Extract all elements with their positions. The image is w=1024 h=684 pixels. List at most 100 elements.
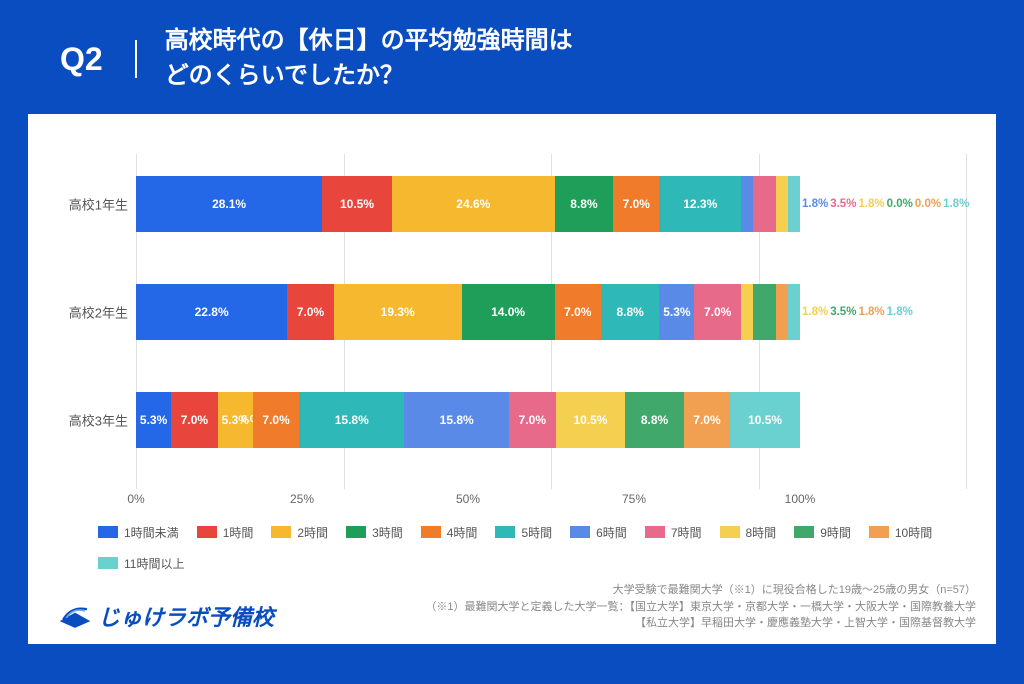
legend-swatch bbox=[271, 526, 291, 538]
y-axis-label: 高校2年生 bbox=[48, 302, 128, 321]
stacked-bar: 22.8%7.0%19.3%14.0%7.0%8.8%5.3%7.0%1.8%3… bbox=[136, 284, 800, 340]
legend-swatch bbox=[421, 526, 441, 538]
bar-segment: 22.8% bbox=[136, 284, 287, 340]
legend-swatch bbox=[645, 526, 665, 538]
bar-segment: 7.0% bbox=[555, 284, 601, 340]
bar-segment bbox=[741, 176, 753, 232]
legend-label: 2時間 bbox=[297, 524, 328, 541]
bar-segment: 10.5% bbox=[322, 176, 392, 232]
stacked-bar: 28.1%10.5%24.6%8.8%7.0%12.3%1.8%3.5%1.8%… bbox=[136, 176, 800, 232]
bar-row: 高校3年生5.3%7.0%5.3%0.0%7.0%15.8%15.8%7.0%1… bbox=[136, 392, 966, 448]
legend-item: 7時間 bbox=[645, 524, 702, 541]
legend-label: 7時間 bbox=[671, 524, 702, 541]
bar-segment: 28.1% bbox=[136, 176, 322, 232]
bar-segment: 12.3% bbox=[659, 176, 741, 232]
chart-card: 高校1年生28.1%10.5%24.6%8.8%7.0%12.3%1.8%3.5… bbox=[28, 114, 996, 644]
legend: 1時間未満 1時間 2時間 3時間 4時間 5時間 6時間 7時間 8時間 9時間 10時間 11時間… bbox=[98, 524, 966, 572]
x-tick: 100% bbox=[785, 492, 816, 506]
legend-item: 11時間以上 bbox=[98, 555, 184, 572]
question-number: Q2 bbox=[60, 40, 137, 78]
stacked-bar: 5.3%7.0%5.3%0.0%7.0%15.8%15.8%7.0%10.5%8… bbox=[136, 392, 800, 448]
legend-swatch bbox=[720, 526, 740, 538]
legend-item: 4時間 bbox=[421, 524, 478, 541]
legend-item: 6時間 bbox=[570, 524, 627, 541]
header-bar: Q2 高校時代の【休日】の平均勉強時間は どのくらいでしたか？ bbox=[0, 0, 1024, 114]
note3: 【私立大学】早稲田大学・慶應義塾大学・上智大学・国際基督教大学 bbox=[425, 615, 976, 632]
y-axis-label: 高校1年生 bbox=[48, 194, 128, 213]
plot-area: 高校1年生28.1%10.5%24.6%8.8%7.0%12.3%1.8%3.5… bbox=[136, 154, 966, 489]
question-title: 高校時代の【休日】の平均勉強時間は どのくらいでしたか？ bbox=[137, 24, 573, 94]
x-tick: 50% bbox=[456, 492, 480, 506]
bar-segment: 8.8% bbox=[555, 176, 613, 232]
legend-label: 11時間以上 bbox=[124, 555, 184, 572]
legend-item: 1時間 bbox=[197, 524, 254, 541]
logo: じゅけラボ予備校 bbox=[58, 600, 274, 632]
logo-text: じゅけラボ予備校 bbox=[98, 600, 274, 632]
legend-swatch bbox=[495, 526, 515, 538]
bar-segment bbox=[788, 176, 800, 232]
logo-icon bbox=[58, 602, 92, 630]
footer: じゅけラボ予備校 大学受験で最難関大学（※1）に現役合格した19歳〜25歳の男女… bbox=[58, 582, 976, 632]
bar-segment bbox=[741, 284, 753, 340]
overflow-labels: 1.8%3.5%1.8%0.0%0.0%1.8% bbox=[800, 198, 969, 210]
note1: 大学受験で最難関大学（※1）に現役合格した19歳〜25歳の男女（n=57） bbox=[425, 582, 976, 599]
legend-item: 8時間 bbox=[720, 524, 777, 541]
bar-segment bbox=[776, 284, 788, 340]
legend-swatch bbox=[346, 526, 366, 538]
x-tick: 25% bbox=[290, 492, 314, 506]
bar-segment: 7.0% bbox=[171, 392, 217, 448]
note2: （※1）最難関大学と定義した大学一覧：【国立大学】東京大学・京都大学・一橋大学・… bbox=[425, 599, 976, 616]
legend-label: 6時間 bbox=[596, 524, 627, 541]
legend-swatch bbox=[98, 526, 118, 538]
bar-segment bbox=[776, 176, 788, 232]
bar-segment: 15.8% bbox=[299, 392, 404, 448]
y-axis-label: 高校3年生 bbox=[48, 410, 128, 429]
bar-segment: 24.6% bbox=[392, 176, 555, 232]
bar-segment: 8.8% bbox=[625, 392, 683, 448]
bar-segment: 8.8% bbox=[601, 284, 659, 340]
bar-segment bbox=[753, 176, 776, 232]
bar-segment bbox=[753, 284, 776, 340]
x-axis: 0%25%50%75%100% bbox=[136, 492, 966, 512]
title-line2: どのくらいでしたか？ bbox=[165, 59, 573, 94]
legend-label: 10時間 bbox=[895, 524, 932, 541]
legend-item: 2時間 bbox=[271, 524, 328, 541]
legend-label: 4時間 bbox=[447, 524, 478, 541]
bar-segment: 5.3% bbox=[136, 392, 171, 448]
title-line1: 高校時代の【休日】の平均勉強時間は bbox=[165, 24, 573, 59]
bar-segment: 10.5% bbox=[730, 392, 800, 448]
x-tick: 0% bbox=[127, 492, 144, 506]
bar-segment: 10.5% bbox=[556, 392, 626, 448]
bar-segment: 7.0% bbox=[613, 176, 659, 232]
legend-swatch bbox=[794, 526, 814, 538]
x-tick: 75% bbox=[622, 492, 646, 506]
overflow-labels: 1.8%3.5%1.8%1.8% bbox=[800, 306, 913, 318]
legend-label: 1時間 bbox=[223, 524, 254, 541]
legend-item: 10時間 bbox=[869, 524, 932, 541]
legend-swatch bbox=[98, 557, 118, 569]
legend-swatch bbox=[869, 526, 889, 538]
legend-item: 1時間未満 bbox=[98, 524, 179, 541]
bar-segment: 7.0% bbox=[684, 392, 730, 448]
bar-segment: 15.8% bbox=[404, 392, 509, 448]
bar-segment: 19.3% bbox=[334, 284, 462, 340]
legend-label: 8時間 bbox=[746, 524, 777, 541]
legend-swatch bbox=[570, 526, 590, 538]
legend-label: 1時間未満 bbox=[124, 524, 179, 541]
legend-item: 5時間 bbox=[495, 524, 552, 541]
bar-segment: 7.0% bbox=[287, 284, 333, 340]
bar-segment: 7.0% bbox=[509, 392, 555, 448]
bar-segment: 14.0% bbox=[462, 284, 555, 340]
bar-segment: 7.0% bbox=[253, 392, 299, 448]
bar-segment bbox=[788, 284, 800, 340]
legend-label: 3時間 bbox=[372, 524, 403, 541]
footer-notes: 大学受験で最難関大学（※1）に現役合格した19歳〜25歳の男女（n=57） （※… bbox=[425, 582, 976, 632]
bar-row: 高校2年生22.8%7.0%19.3%14.0%7.0%8.8%5.3%7.0%… bbox=[136, 284, 966, 340]
legend-swatch bbox=[197, 526, 217, 538]
legend-item: 3時間 bbox=[346, 524, 403, 541]
legend-label: 5時間 bbox=[521, 524, 552, 541]
legend-item: 9時間 bbox=[794, 524, 851, 541]
legend-label: 9時間 bbox=[820, 524, 851, 541]
bar-segment: 7.0% bbox=[694, 284, 740, 340]
bar-row: 高校1年生28.1%10.5%24.6%8.8%7.0%12.3%1.8%3.5… bbox=[136, 176, 966, 232]
